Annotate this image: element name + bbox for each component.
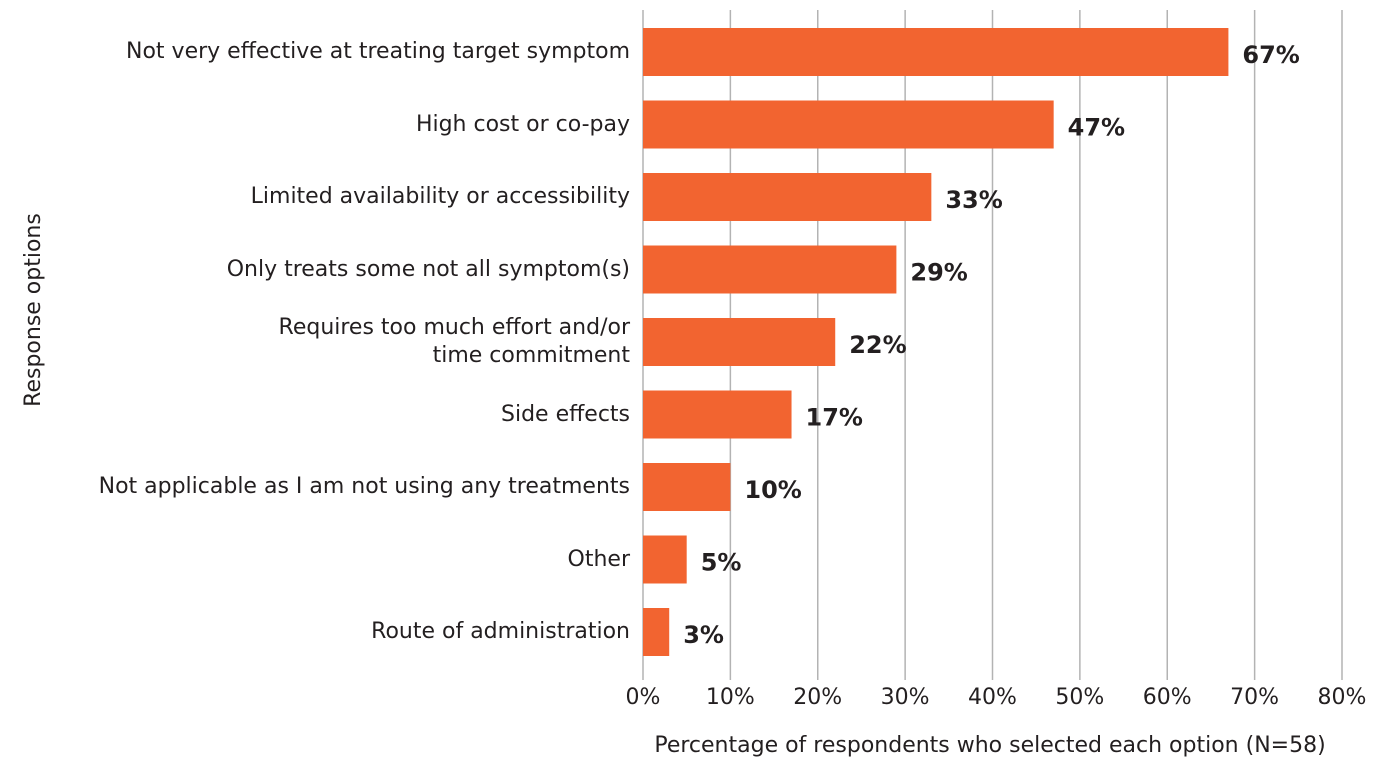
x-tick-label: 80% [1318, 685, 1367, 710]
bar [643, 608, 670, 656]
value-label: 22% [849, 331, 906, 359]
x-tick-label: 70% [1230, 685, 1279, 710]
x-tick-label: 50% [1055, 685, 1104, 710]
category-label: Route of administration [371, 619, 630, 644]
category-label: Not applicable as I am not using any tre… [98, 474, 630, 499]
category-label: Side effects [501, 401, 630, 427]
bar [643, 245, 897, 294]
value-label: 17% [806, 404, 863, 432]
x-axis-title: Percentage of respondents who selected e… [654, 733, 1325, 758]
category-label: Only treats some not all symptom(s) [226, 256, 630, 282]
value-label: 10% [744, 476, 801, 504]
x-tick-label: 40% [968, 685, 1017, 710]
x-tick-label: 30% [881, 685, 930, 710]
value-label: 67% [1242, 41, 1299, 69]
x-tick-label: 0% [626, 685, 661, 710]
bar [643, 463, 731, 511]
bar [643, 318, 836, 366]
category-label: High cost or co-pay [415, 111, 630, 137]
value-label: 33% [945, 186, 1002, 214]
x-tick-label: 20% [793, 685, 842, 710]
bar [643, 173, 932, 221]
category-label: Requires too much effort and/or time com… [278, 315, 630, 368]
category-label: Not very effective at treating target sy… [126, 39, 630, 64]
bar [643, 390, 792, 439]
bar [643, 535, 687, 584]
category-label: Limited availability or accessibility [250, 184, 630, 209]
x-tick-label: 10% [706, 685, 755, 710]
value-label: 3% [683, 621, 724, 649]
value-label: 47% [1068, 114, 1125, 142]
value-label: 29% [910, 259, 967, 287]
x-tick-label: 60% [1143, 685, 1192, 710]
bar [643, 28, 1229, 76]
category-label: Other [567, 546, 630, 572]
bar [643, 100, 1054, 149]
y-axis-title: Response options [21, 213, 46, 407]
value-label: 5% [701, 549, 742, 577]
